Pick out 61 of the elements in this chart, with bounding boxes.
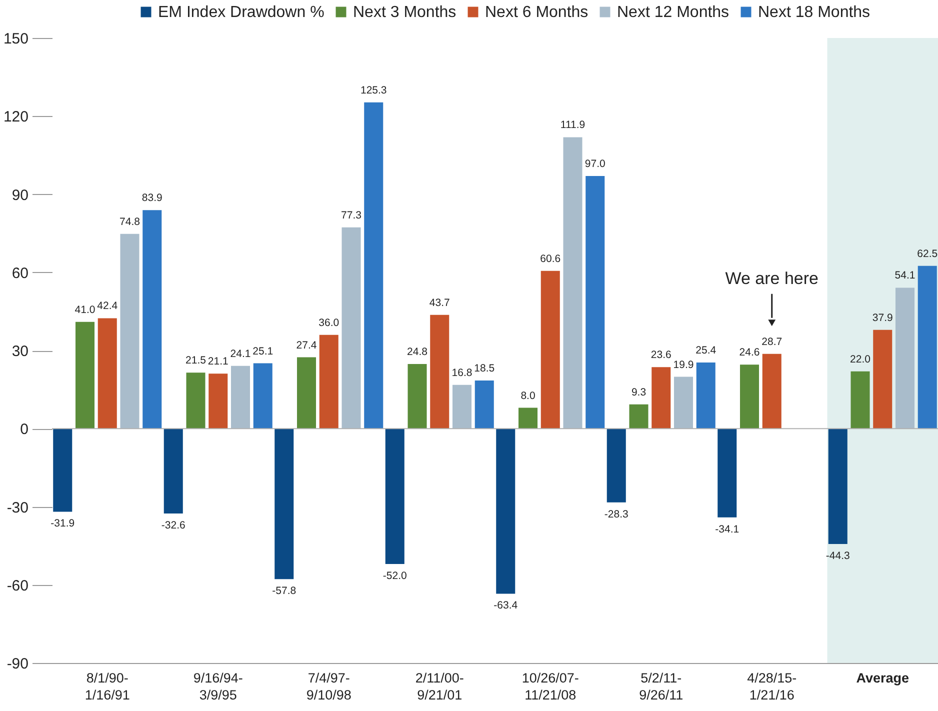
data-label: 97.0 [584, 158, 606, 170]
data-label: 54.1 [894, 270, 916, 282]
data-label: -34.1 [715, 523, 740, 536]
legend-label: Next 12 Months [617, 4, 730, 21]
data-label: 22.0 [850, 353, 871, 366]
data-label: 37.9 [872, 312, 894, 324]
data-label: -31.9 [50, 518, 75, 530]
x-tick-label: 8/1/90-1/16/91 [84, 670, 130, 702]
x-tick-label: 7/4/97-9/10/98 [306, 670, 352, 702]
data-label: 83.9 [142, 192, 162, 204]
y-tick-label: -30 [6, 499, 28, 516]
data-label: 28.7 [762, 336, 782, 348]
data-label: 27.4 [296, 339, 317, 352]
data-label: -44.3 [826, 550, 850, 562]
data-label: 111.9 [560, 119, 586, 132]
y-tick-label: -60 [6, 577, 28, 594]
legend-label: Next 6 Months [485, 4, 588, 21]
data-label: -28.3 [604, 508, 628, 520]
data-label: 42.4 [97, 300, 118, 312]
x-tick-label: 4/28/15-1/21/16 [747, 670, 797, 702]
data-label: 36.0 [318, 316, 340, 329]
data-label: 18.5 [474, 362, 495, 374]
data-label: 24.6 [739, 346, 760, 359]
data-label: 77.3 [341, 209, 362, 222]
legend-label: Next 18 Months [758, 4, 870, 21]
x-tick-label: Average [856, 670, 910, 686]
legend-label: Next 3 Months [353, 4, 456, 21]
y-tick-label: 0 [20, 421, 28, 438]
data-label: 21.5 [186, 354, 206, 367]
x-tick-label: 2/11/00-9/21/01 [415, 670, 464, 702]
data-label: 23.6 [650, 349, 672, 362]
data-label: 24.8 [407, 346, 428, 358]
y-tick-label: 150 [3, 30, 28, 48]
annotation: We are here [725, 268, 818, 288]
data-label: 21.1 [208, 356, 229, 368]
data-label: -63.4 [494, 600, 518, 612]
data-label: -32.6 [161, 520, 186, 532]
y-tick-label: -90 [6, 656, 28, 672]
data-label: 16.8 [452, 366, 472, 379]
legend-label: EM Index Drawdown % [158, 4, 324, 21]
y-tick-label: 30 [12, 343, 28, 360]
data-label: -57.8 [272, 585, 296, 598]
y-tick-label: 90 [12, 186, 28, 204]
data-label: 8.0 [520, 390, 536, 402]
data-label: 125.3 [360, 84, 387, 96]
data-label: 41.0 [74, 304, 96, 316]
data-label: 19.9 [673, 358, 694, 371]
data-label: 60.6 [540, 252, 561, 265]
data-label: 24.1 [230, 348, 251, 360]
data-label: 43.7 [429, 296, 450, 309]
data-label: -52.0 [382, 570, 407, 582]
y-tick-label: 60 [12, 264, 28, 282]
x-tick-label: 9/16/94-3/9/95 [193, 670, 243, 702]
data-label: 25.1 [252, 345, 274, 358]
x-tick-label: 5/2/11-9/26/11 [639, 670, 684, 702]
x-tick-label: 10/26/07-11/21/08 [522, 670, 579, 702]
data-label: 25.4 [696, 344, 716, 356]
y-tick-label: 120 [3, 108, 28, 126]
data-label: 9.3 [631, 386, 646, 398]
data-label: 62.5 [917, 248, 938, 260]
data-label: 74.8 [120, 216, 140, 228]
